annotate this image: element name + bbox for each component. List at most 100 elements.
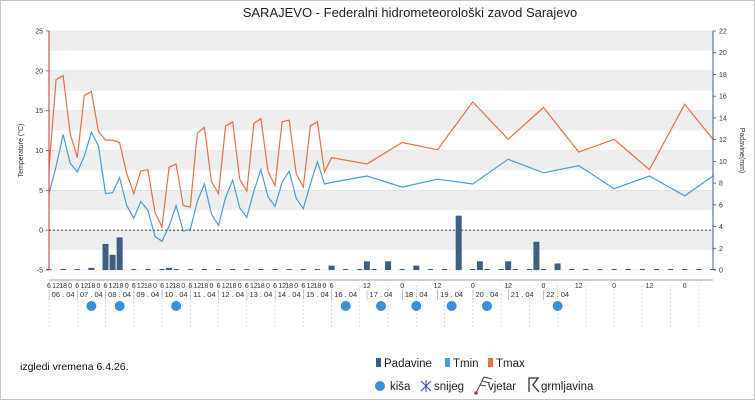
precipitation-base-mark	[653, 269, 659, 270]
hour-tick-label: 18	[229, 283, 237, 290]
precipitation-base-mark	[159, 269, 165, 270]
grid-band	[49, 31, 713, 51]
forecast-date-note: izgledi vremena 6.4.26.	[20, 361, 129, 373]
precipitation-base-mark	[484, 269, 490, 270]
y-axis-right-label: Padavine(mm)	[738, 128, 745, 174]
legend-snijeg-label: snijeg	[434, 381, 464, 393]
right-axis: 0 2 4 6 8 10 12 14 16 18 20 22	[712, 29, 727, 275]
grid-bands	[49, 31, 713, 251]
precipitation-base-mark	[427, 269, 433, 270]
left-tick-label: -5	[37, 268, 43, 275]
precipitation-base-mark	[371, 269, 377, 270]
right-tick-label: 6	[719, 202, 723, 209]
rain-drop-icon	[481, 301, 492, 311]
day-label: 08 . 04	[108, 290, 131, 299]
precipitation-bars	[46, 215, 716, 270]
hour-tick-label: 18	[314, 283, 322, 290]
left-tick-label: 0	[39, 228, 43, 235]
right-tick-label: 8	[719, 181, 723, 188]
hour-tick-label: 0	[153, 283, 157, 290]
precipitation-bar	[413, 265, 420, 270]
precipitation-base-mark	[696, 269, 702, 270]
hour-tick-label: 18	[87, 283, 95, 290]
right-tick-label: 10	[719, 159, 727, 166]
left-tick-label: 5	[39, 188, 43, 195]
day-label: 16 . 04	[334, 290, 357, 299]
precipitation-base-mark	[456, 269, 462, 270]
precipitation-base-mark	[668, 269, 674, 270]
precipitation-bar	[533, 241, 540, 270]
legend-padavine-swatch	[376, 358, 381, 367]
legend-grmljavina-label: grmljavina	[541, 381, 594, 393]
hour-tick-label: 12	[575, 283, 583, 290]
precipitation-base-mark	[187, 269, 193, 270]
precipitation-bar	[109, 254, 116, 270]
hour-tick-label: 12	[363, 283, 371, 290]
precipitation-base-mark	[286, 269, 292, 270]
precipitation-base-mark	[314, 269, 320, 270]
precipitation-base-mark	[145, 269, 151, 270]
precipitation-base-mark	[230, 269, 236, 270]
hour-tick-label: 18	[116, 283, 124, 290]
wind-flag-icon	[475, 376, 493, 394]
legend-vjetar-label: vjetar	[488, 381, 516, 393]
legend-tmin-label: Tmin	[453, 358, 479, 370]
precipitation-base-mark	[258, 269, 264, 270]
precipitation-bar	[476, 261, 483, 270]
day-label: 09 . 04	[136, 290, 159, 299]
hour-tick-label: 12	[504, 283, 512, 290]
x-axis: 6121806121806121806121806121806121806121…	[47, 279, 713, 300]
grid-band	[49, 190, 713, 211]
precipitation-base-mark	[74, 269, 80, 270]
rain-drop-icon	[376, 301, 386, 311]
day-label: 19 . 04	[440, 290, 463, 299]
precipitation-base-mark	[300, 269, 306, 270]
rain-drop-icon	[114, 301, 125, 311]
rain-drop-icon	[340, 301, 351, 311]
day-label: 20 . 04	[475, 290, 498, 299]
day-label: 07 . 04	[80, 290, 103, 299]
grid-band	[49, 150, 713, 171]
precipitation-base-mark	[329, 269, 335, 270]
hour-tick-label: 18	[144, 283, 152, 290]
right-tick-label: 18	[719, 72, 727, 79]
hour-tick-label: 18	[285, 283, 293, 290]
precipitation-base-mark	[399, 269, 405, 270]
precipitation-base-mark	[201, 269, 207, 270]
right-tick-label: 0	[719, 268, 723, 275]
precipitation-base-mark	[555, 269, 561, 270]
precipitation-base-mark	[131, 269, 137, 270]
precipitation-base-mark	[625, 269, 631, 270]
hour-tick-label: 0	[96, 283, 100, 290]
rain-drop-icon	[446, 301, 457, 311]
right-tick-label: 2	[719, 246, 723, 253]
rain-drop-icon	[411, 301, 422, 311]
precipitation-bar	[88, 267, 95, 270]
hour-tick-label: 0	[294, 283, 298, 290]
legend: Padavine Tmin Tmax kiša snijeg vjetar gr…	[375, 358, 594, 395]
hour-tick-label: 18	[59, 283, 67, 290]
precipitation-base-mark	[540, 269, 546, 270]
precipitation-base-mark	[512, 269, 518, 270]
hour-tick-label: 0	[266, 283, 270, 290]
right-tick-label: 14	[719, 115, 727, 122]
hour-tick-label: 18	[172, 283, 180, 290]
grid-band	[49, 70, 713, 91]
hour-tick-label: 0	[542, 283, 546, 290]
weather-symbols-row	[48, 285, 700, 328]
right-tick-label: 22	[719, 29, 727, 36]
wind-origin-dot	[474, 391, 478, 395]
right-tick-label: 4	[719, 224, 723, 231]
hour-tick-label: 12	[434, 283, 442, 290]
precipitation-base-mark	[498, 269, 504, 270]
hour-tick-label: 12	[109, 283, 117, 290]
hour-tick-label: 12	[137, 283, 145, 290]
chart-title: SARAJEVO - Federalni hidrometeorološki z…	[243, 5, 578, 20]
legend-tmin-swatch	[445, 358, 450, 367]
rain-drop-icon	[86, 301, 97, 311]
right-tick-label: 12	[719, 137, 727, 144]
precipitation-base-mark	[357, 269, 363, 270]
day-label: 12 . 04	[221, 290, 244, 299]
precipitation-base-mark	[244, 269, 250, 270]
